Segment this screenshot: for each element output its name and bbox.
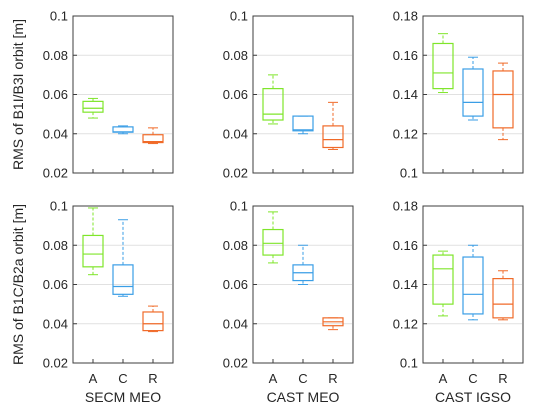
box-a: [262, 88, 284, 121]
x-tick-label: A: [439, 371, 448, 386]
x-axis-label: CAST IGSO: [435, 389, 511, 405]
box-r: [492, 278, 514, 319]
y-tick-label: 0.08: [43, 48, 68, 63]
box-r: [142, 311, 164, 332]
y-tick-label: 0.02: [43, 166, 68, 181]
y-tick-label: 0.04: [223, 316, 248, 331]
y-tick-label: 0.08: [223, 238, 248, 253]
box-a: [82, 100, 104, 113]
y-tick-label: 0.14: [393, 277, 418, 292]
y-tick-label: 0.1: [400, 356, 418, 371]
box-r: [142, 134, 164, 144]
x-axis-label: SECM MEO: [85, 389, 161, 405]
y-tick-label: 0.06: [43, 277, 68, 292]
y-tick-label: 0.1: [230, 9, 248, 24]
y-tick-label: 0.06: [43, 87, 68, 102]
y-tick-label: 0.06: [223, 87, 248, 102]
x-tick-label: A: [269, 371, 278, 386]
y-tick-label: 0.14: [393, 87, 418, 102]
y-tick-label: 0.08: [223, 48, 248, 63]
x-axis-label: CAST MEO: [267, 389, 340, 405]
x-tick-label: C: [298, 371, 307, 386]
y-tick-label: 0.16: [393, 238, 418, 253]
box-c: [462, 68, 484, 117]
x-tick-label: C: [468, 371, 477, 386]
x-tick-label: R: [148, 371, 157, 386]
y-tick-label: 0.16: [393, 48, 418, 63]
y-tick-label: 0.02: [43, 356, 68, 371]
box-a: [432, 42, 454, 90]
box-r: [492, 70, 514, 129]
box-r: [322, 125, 344, 149]
y-tick-label: 0.1: [50, 199, 68, 214]
y-tick-label: 0.1: [50, 9, 68, 24]
y-tick-label: 0.12: [393, 126, 418, 141]
x-tick-label: R: [498, 371, 507, 386]
y-tick-label: 0.02: [223, 166, 248, 181]
y-tick-label: 0.18: [393, 9, 418, 24]
y-axis-label: RMS of B1C/B2a orbit [m]: [10, 204, 26, 365]
y-axis-label: RMS of B1I/B3I orbit [m]: [10, 19, 26, 170]
box-c: [112, 264, 134, 295]
y-tick-label: 0.12: [393, 316, 418, 331]
y-tick-label: 0.1: [400, 166, 418, 181]
y-tick-label: 0.08: [43, 238, 68, 253]
box-a: [262, 228, 284, 256]
x-tick-label: R: [328, 371, 337, 386]
y-tick-label: 0.18: [393, 199, 418, 214]
y-tick-label: 0.06: [223, 277, 248, 292]
box-c: [292, 115, 314, 132]
y-tick-label: 0.04: [223, 126, 248, 141]
y-tick-label: 0.02: [223, 356, 248, 371]
box-c: [462, 256, 484, 315]
y-tick-label: 0.04: [43, 126, 68, 141]
box-a: [432, 254, 454, 305]
y-tick-label: 0.04: [43, 316, 68, 331]
x-tick-label: C: [118, 371, 127, 386]
y-tick-label: 0.1: [230, 199, 248, 214]
x-tick-label: A: [89, 371, 98, 386]
box-a: [82, 234, 104, 268]
